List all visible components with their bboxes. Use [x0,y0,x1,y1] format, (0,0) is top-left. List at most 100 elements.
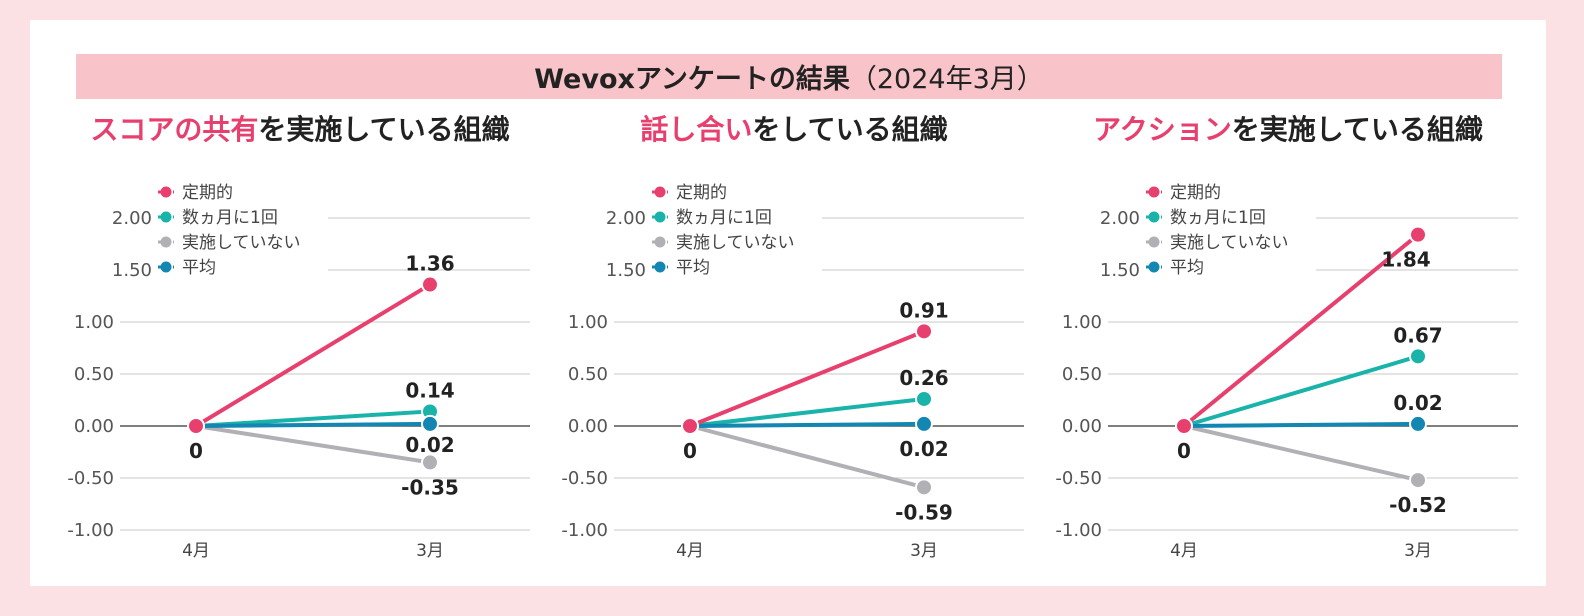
series-line-none [194,424,432,465]
data-label-none: -0.52 [1389,493,1447,517]
chart-panel-discussion: 話し合いをしている組織 2.00 1.50 1.00 0.50 0.00 -0.50 -1.… [544,108,1044,568]
legend-marker-dot [160,211,172,223]
y-tick-label: -0.50 [67,468,114,489]
legend-label: 定期的 [182,183,233,203]
start-label: 0 [1177,439,1191,463]
legend-label: 数ヵ月に1回 [182,208,278,228]
y-tick-label: 0.50 [1062,364,1102,385]
data-label-months: 0.26 [899,366,948,390]
legend-marker-dot [160,236,172,248]
chart-panel-score-sharing: スコアの共有を実施している組織 2.00 1.50 1.00 0.50 0.00 -0.5… [50,108,550,568]
chart-title-rest: をしている組織 [752,113,948,146]
legend-label: 定期的 [1170,183,1221,203]
legend-label: 数ヵ月に1回 [676,208,772,228]
legend-label: 実施していない [182,233,301,253]
chart-title: アクションを実施している組織 [1038,108,1538,148]
y-tick-label: -1.00 [561,520,608,541]
start-point [1175,417,1193,435]
data-point-none [1409,471,1427,490]
series-line-regular [688,329,926,428]
data-point-months [915,389,933,408]
chart-title: スコアの共有を実施している組織 [50,108,550,148]
legend-label: 平均 [182,258,216,278]
legend-marker-dot [654,261,666,273]
data-point-months [1409,347,1427,366]
series-line-months [194,409,432,428]
y-tick-label: 0.50 [74,364,114,385]
legend-marker-dot [160,261,172,273]
data-label-months: 0.67 [1393,323,1442,347]
legend-marker-dot [1148,236,1160,248]
start-point [681,417,699,435]
data-point-none [915,478,933,497]
y-tick-label: 1.00 [568,312,608,333]
line-chart: 2.00 1.50 1.00 0.50 0.00 -0.50 -1.00 4月 3月 -0.59 0… [561,180,1024,561]
data-point-average [421,414,439,433]
series-line-average [1182,421,1420,428]
legend-marker-dot [1148,261,1160,273]
start-point [187,417,205,435]
y-tick-label: 0.00 [1062,416,1102,437]
chart-panel-action: アクションを実施している組織 2.00 1.50 1.00 0.50 0.00 -0.50… [1038,108,1538,568]
data-label-regular: 1.36 [405,252,454,276]
legend-marker-dot [160,186,172,198]
legend-label: 平均 [1170,258,1204,278]
y-tick-label: -1.00 [67,520,114,541]
series-line-regular [1182,232,1420,428]
data-point-average [1409,414,1427,433]
data-label-average: 0.02 [899,437,948,461]
legend-background [652,180,822,279]
legend-marker-dot [1148,186,1160,198]
series-line-months [688,396,926,428]
series-line-months [1182,354,1420,428]
x-tick-label: 4月 [676,541,704,561]
legend-background [1146,180,1316,279]
legend-marker-dot [1148,211,1160,223]
y-tick-label: 1.50 [1100,260,1140,281]
data-label-average: 0.02 [1393,391,1442,415]
y-tick-label: 2.00 [112,208,152,229]
series-line-average [194,421,432,428]
start-label: 0 [189,439,203,463]
chart-title: 話し合いをしている組織 [544,108,1044,148]
data-point-regular [915,322,933,341]
legend-label: 実施していない [1170,233,1289,253]
banner: Wevoxアンケートの結果 （2024年3月） [76,54,1502,99]
y-tick-label: -0.50 [1055,468,1102,489]
data-label-regular: 1.84 [1381,248,1430,272]
chart-title-highlight: アクション [1093,113,1232,146]
data-point-regular [421,275,439,294]
chart-title-highlight: スコアの共有 [90,113,259,146]
chart-title-highlight: 話し合い [640,113,753,146]
start-label: 0 [683,439,697,463]
legend-marker-dot [654,186,666,198]
y-tick-label: -1.00 [1055,520,1102,541]
banner-date: （2024年3月） [849,64,1044,95]
data-label-regular: 0.91 [899,298,948,322]
data-label-average: 0.02 [405,433,454,457]
report-card: Wevoxアンケートの結果 （2024年3月） [30,20,1546,586]
legend-marker-dot [654,236,666,248]
y-tick-label: -0.50 [561,468,608,489]
data-point-none [421,453,439,472]
series-line-none [1182,424,1420,483]
y-tick-label: 0.00 [568,416,608,437]
line-chart: 2.00 1.50 1.00 0.50 0.00 -0.50 -1.00 4月 3月 -0.35 0… [67,180,530,561]
series-line-average [688,421,926,428]
x-tick-label: 3月 [1404,541,1432,561]
y-tick-label: 1.00 [74,312,114,333]
data-label-none: -0.59 [895,500,953,524]
series-line-regular [194,282,432,428]
y-tick-label: 1.50 [112,260,152,281]
chart-title-rest: を実施している組織 [258,113,510,146]
data-label-months: 0.14 [405,378,454,402]
legend-label: 数ヵ月に1回 [1170,208,1266,228]
banner-title: Wevoxアンケートの結果 [534,64,850,95]
chart-title-rest: を実施している組織 [1231,113,1483,146]
x-tick-label: 3月 [910,541,938,561]
y-tick-label: 2.00 [1100,208,1140,229]
y-tick-label: 1.50 [606,260,646,281]
legend-label: 平均 [676,258,710,278]
data-label-none: -0.35 [401,475,459,499]
legend-label: 実施していない [676,233,795,253]
